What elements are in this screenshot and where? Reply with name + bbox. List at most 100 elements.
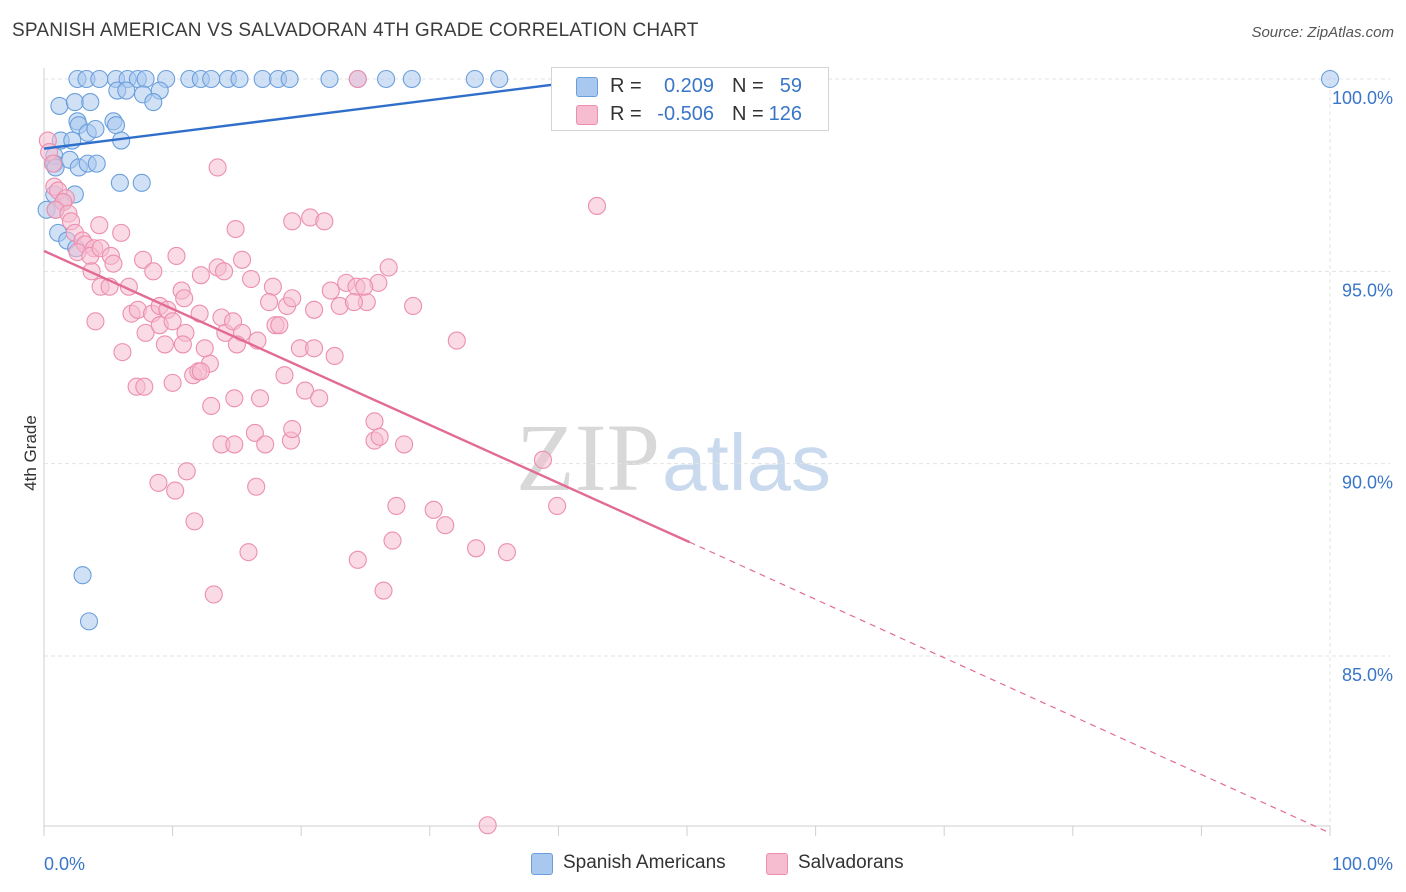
chart-source: Source: ZipAtlas.com [1251,24,1394,41]
point-salvadoran [404,296,423,316]
bottom-legend-label: Spanish Americans [563,852,726,873]
point-salvadoran [214,262,234,281]
point-salvadoran [259,293,279,312]
point-salvadoran [315,212,334,231]
point-salvadoran [225,389,244,408]
point-spanish-american [132,173,151,192]
point-spanish-american [230,69,249,89]
x-tick-label: 0.0% [44,854,85,874]
point-spanish-american [81,93,100,112]
point-spanish-american [1320,69,1340,89]
point-spanish-american [65,93,84,112]
trend-line-salvadorans [43,249,691,544]
point-salvadoran [86,312,105,331]
point-salvadoran [163,312,182,331]
point-salvadoran [395,435,414,454]
y-tick-label: 95.0% [1342,280,1393,300]
point-salvadoran [447,331,466,350]
bottom-legend-label: Salvadorans [798,852,904,873]
point-salvadoran [270,316,289,335]
point-salvadoran [135,377,154,396]
point-salvadoran [387,496,406,516]
point-salvadoran [548,496,567,516]
watermark: ZIP atlas [516,404,831,511]
point-salvadoran [191,362,210,381]
watermark-atlas: atlas [662,418,831,507]
point-salvadoran [155,335,174,354]
point-salvadoran [185,512,204,531]
point-salvadoran [191,266,210,285]
legend-row-salvadorans: R = -0.506 N = 126 [552,101,828,129]
point-salvadoran [497,543,517,562]
y-tick-label: 85.0% [1342,665,1393,685]
point-salvadoran [225,435,244,454]
point-spanish-american [136,69,155,89]
point-spanish-american [202,69,221,89]
legend-r-value: 0.209 [663,75,714,97]
point-salvadoran [587,196,607,215]
legend-n-value: 59 [779,75,802,97]
chart-title: SPANISH AMERICAN VS SALVADORAN 4TH GRADE… [12,20,699,41]
point-spanish-american [253,69,272,89]
point-spanish-american [86,119,105,139]
point-salvadoran [348,550,367,569]
point-spanish-american [144,93,163,112]
point-salvadoran [166,481,185,500]
point-salvadoran [239,543,258,562]
point-salvadoran [365,412,384,431]
legend-row-spanish-americans: R = 0.209 N = 59 [552,73,828,101]
axes [43,68,1331,836]
point-salvadoran [424,500,443,519]
bottom-legend-swatch-pink [766,853,788,875]
point-spanish-american [465,69,484,89]
y-tick-label: 90.0% [1342,473,1393,493]
point-salvadoran [263,277,282,296]
y-tick-label: 100.0% [1332,88,1393,108]
point-salvadoran [232,250,252,269]
point-salvadoran [112,223,131,242]
point-spanish-american [280,69,299,89]
point-salvadoran [104,254,123,273]
point-salvadoran [275,366,294,385]
point-spanish-american [87,154,106,173]
point-salvadoran [344,293,363,312]
point-salvadoran [136,323,155,342]
point-salvadoran [305,300,324,319]
legend-n-label: N = [732,75,764,97]
point-salvadoran [90,216,109,235]
point-spanish-american [73,566,92,585]
point-spanish-american [110,173,129,192]
y-axis-label: 4th Grade [21,415,40,491]
stats-legend: R = 0.209 N = 59 R = -0.506 N = 126 [551,67,829,131]
trend-lines [43,77,1331,834]
point-salvadoran [208,158,227,177]
point-salvadoran [370,427,389,446]
point-spanish-american [402,69,421,89]
point-salvadoran [296,381,315,400]
point-salvadoran [167,246,186,265]
point-salvadoran [43,154,63,173]
trend-line-salvadorans-extension [689,541,1331,834]
legend-r-label: R = [610,103,642,125]
point-salvadoran [133,250,153,269]
point-salvadoran [241,269,261,289]
point-salvadoran [247,477,266,496]
point-salvadoran [144,262,163,281]
point-salvadoran [436,516,455,535]
data-points [37,69,1340,835]
point-salvadoran [250,389,270,408]
point-spanish-american [490,69,509,89]
point-spanish-american [320,69,339,89]
point-spanish-american [377,69,396,89]
legend-swatch-blue [576,77,598,97]
point-salvadoran [149,473,168,492]
point-salvadoran [283,419,302,439]
legend-n-value: 126 [768,103,802,125]
point-salvadoran [310,389,329,408]
trend-line-spanish-americans [43,77,599,150]
point-salvadoran [379,258,398,277]
point-salvadoran [355,277,374,296]
point-salvadoran [478,816,497,835]
